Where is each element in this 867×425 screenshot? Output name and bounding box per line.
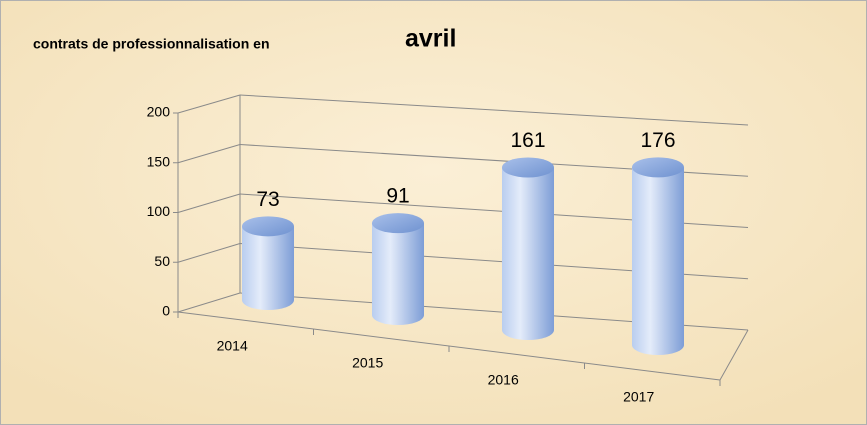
data-label: 73	[256, 188, 279, 211]
x-tick-label: 2015	[352, 355, 383, 371]
bar	[242, 216, 294, 310]
bar-body	[372, 223, 424, 325]
bar-top	[242, 216, 294, 237]
data-label: 161	[510, 129, 545, 152]
grid-line	[177, 144, 241, 164]
grid-line	[177, 243, 241, 263]
y-tick-label: 0	[162, 303, 170, 319]
grid-line	[239, 94, 749, 126]
bar-body	[242, 226, 294, 310]
x-tick-label: 2016	[488, 372, 519, 388]
y-tick-label: 50	[154, 253, 170, 269]
grid-line	[177, 94, 241, 114]
grid-line	[177, 193, 241, 213]
bar-top	[372, 213, 424, 234]
bar	[372, 213, 424, 325]
bar-body	[632, 167, 684, 355]
x-tick-label: 2017	[623, 389, 654, 405]
bar	[502, 157, 554, 340]
y-tick-label: 150	[147, 153, 171, 169]
chart-title: contrats de professionnalisation en	[33, 36, 270, 52]
bar-top	[502, 157, 554, 178]
chart-title-highlight: avril	[405, 25, 456, 53]
data-label: 176	[640, 129, 675, 152]
floor-side	[719, 329, 749, 381]
x-tick-label: 2014	[217, 338, 248, 354]
data-label: 91	[386, 185, 409, 208]
bar-body	[502, 167, 554, 340]
y-tick-label: 100	[147, 203, 171, 219]
y-tick-label: 200	[147, 104, 171, 120]
grid-line	[177, 292, 241, 313]
bar	[632, 157, 684, 355]
bar-top	[632, 157, 684, 178]
